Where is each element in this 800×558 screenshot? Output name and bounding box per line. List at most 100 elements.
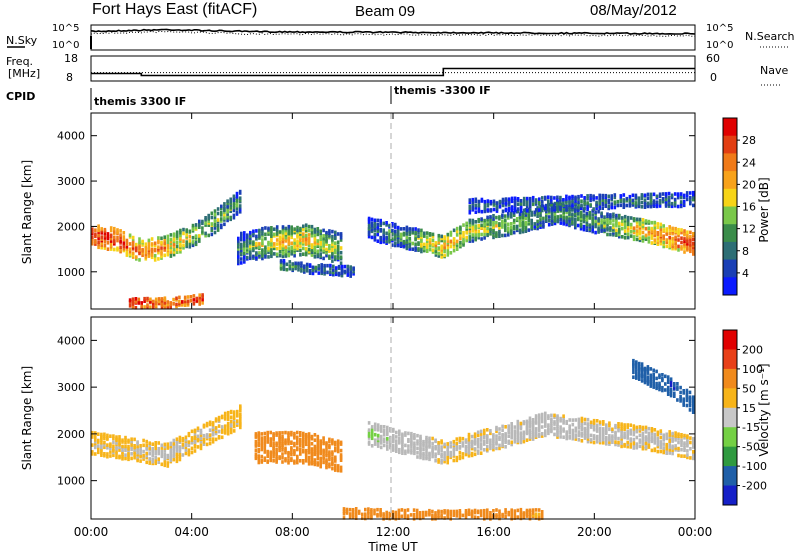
echo-cell	[133, 450, 136, 455]
echo-cell	[236, 419, 239, 423]
echo-cell	[574, 426, 578, 431]
echo-cell	[571, 428, 575, 433]
echo-cell	[319, 245, 322, 250]
echo-cell	[220, 223, 223, 228]
echo-cell	[635, 366, 638, 370]
echo-cell	[468, 223, 472, 228]
echo-cell	[495, 437, 498, 442]
echo-cell	[131, 302, 135, 306]
echo-cell	[579, 214, 583, 219]
echo-cell	[528, 514, 532, 519]
echo-cell	[455, 233, 459, 237]
echo-cell	[667, 195, 671, 200]
echo-cell	[272, 454, 275, 459]
echo-cell	[188, 239, 192, 243]
echo-cell	[650, 241, 654, 245]
echo-cell	[198, 293, 201, 297]
echo-cell	[148, 446, 151, 451]
echo-cell	[279, 263, 283, 267]
echo-cell	[612, 215, 615, 219]
echo-cell	[205, 433, 209, 437]
echo-cell	[425, 235, 429, 239]
echo-cell	[370, 434, 374, 439]
echo-cell	[468, 220, 472, 225]
echo-cell	[367, 421, 371, 425]
echo-cell	[632, 441, 636, 446]
echo-cell	[474, 197, 478, 202]
echo-cell	[403, 508, 407, 513]
echo-cell	[531, 202, 535, 207]
echo-cell	[307, 448, 311, 453]
echo-cell	[498, 229, 501, 234]
echo-cell	[246, 235, 249, 239]
echo-cell	[349, 267, 352, 271]
echo-cell	[266, 459, 269, 463]
echo-cell	[210, 228, 214, 232]
echo-cell	[471, 203, 475, 208]
echo-cell	[631, 193, 635, 198]
echo-cell	[653, 240, 657, 244]
echo-cell	[128, 233, 132, 238]
echo-cell	[464, 447, 468, 451]
echo-cell	[172, 247, 176, 252]
echo-cell	[255, 237, 258, 241]
echo-cell	[290, 432, 293, 437]
colorbar-tick-label: 12	[742, 223, 756, 236]
echo-cell	[455, 441, 459, 446]
echo-cell	[550, 413, 553, 418]
echo-cell	[669, 389, 673, 394]
echo-cell	[310, 453, 314, 458]
echo-cell	[392, 434, 395, 438]
echo-cell	[467, 451, 471, 455]
echo-cell	[626, 222, 630, 227]
echo-cell	[154, 441, 157, 445]
echo-cell	[443, 442, 446, 447]
nsky-label: N.Sky	[6, 34, 38, 47]
echo-cell	[103, 432, 106, 437]
echo-cell	[515, 217, 519, 221]
echo-cell	[649, 373, 653, 378]
echo-cell	[214, 429, 218, 434]
echo-cell	[594, 224, 597, 229]
echo-cell	[677, 446, 680, 451]
echo-cell	[94, 452, 97, 456]
echo-cell	[407, 450, 410, 454]
echo-cell	[465, 235, 468, 240]
echo-cell	[632, 375, 635, 379]
echo-cell	[611, 438, 614, 443]
echo-cell	[603, 220, 606, 224]
echo-cell	[562, 214, 565, 218]
echo-cell	[392, 439, 395, 444]
echo-cell	[679, 194, 683, 198]
echo-cell	[602, 432, 605, 437]
echo-cell	[473, 432, 477, 436]
echo-cell	[226, 216, 229, 220]
echo-cell	[166, 453, 170, 458]
echo-cell	[319, 237, 322, 241]
echo-cell	[308, 269, 312, 273]
echo-cell	[626, 218, 630, 222]
echo-cell	[304, 223, 308, 227]
echo-cell	[300, 269, 303, 273]
echo-cell	[510, 199, 514, 204]
echo-cell	[131, 235, 135, 240]
echo-cell	[653, 223, 657, 227]
echo-cell	[186, 301, 190, 306]
echo-cell	[474, 210, 478, 214]
echo-cell	[307, 432, 311, 436]
echo-cell	[556, 414, 559, 418]
echo-cell	[182, 243, 185, 248]
echo-cell	[194, 234, 198, 238]
echo-cell	[650, 431, 654, 436]
echo-cell	[310, 434, 314, 439]
echo-cell	[683, 242, 686, 246]
echo-cell	[187, 440, 191, 444]
echo-cell	[181, 445, 185, 450]
echo-cell	[504, 508, 507, 512]
echo-cell	[449, 251, 453, 255]
echo-cell	[468, 210, 472, 215]
echo-cell	[403, 515, 407, 520]
echo-cell	[128, 304, 132, 308]
